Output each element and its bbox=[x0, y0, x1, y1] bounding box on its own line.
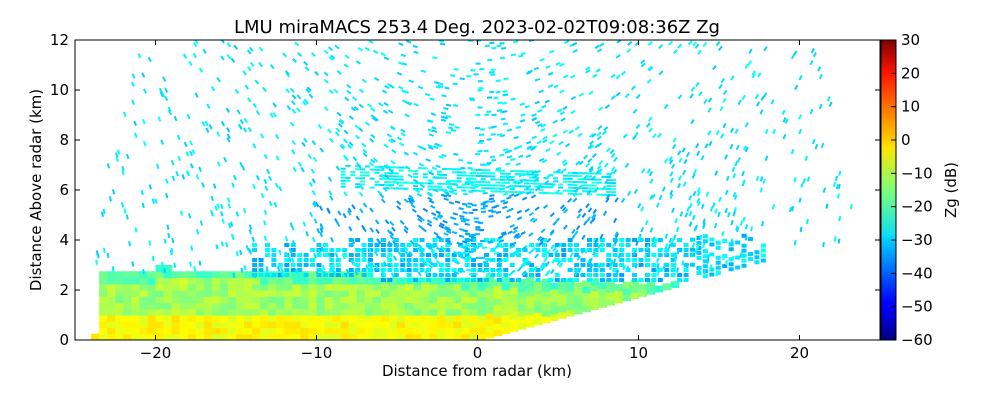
y-tick-label: 2 bbox=[59, 281, 69, 299]
colorbar-tick-label: −10 bbox=[901, 164, 933, 182]
colorbar-tick-label: −50 bbox=[901, 298, 933, 316]
colorbar-tick-label: 20 bbox=[901, 64, 920, 82]
colorbar-tick-label: 30 bbox=[901, 31, 920, 49]
x-axis: −20 −10 0 10 20 bbox=[140, 40, 809, 362]
y-tick-label: 0 bbox=[59, 331, 69, 349]
mid-cloud-cells bbox=[252, 233, 766, 282]
y-tick-label: 4 bbox=[59, 231, 69, 249]
colorbar-tick-label: −30 bbox=[901, 231, 933, 249]
colorbar bbox=[880, 39, 897, 341]
colorbar-tick-label: 0 bbox=[901, 131, 911, 149]
y-tick-label: 12 bbox=[50, 31, 69, 49]
colorbar-ticks: 30 20 10 0 −10 −20 −30 −40 −50 −60 bbox=[891, 31, 933, 349]
colorbar-tick-label: −40 bbox=[901, 264, 933, 282]
y-tick-label: 8 bbox=[59, 131, 69, 149]
colorbar-tick-label: 10 bbox=[901, 98, 920, 116]
x-tick-label: 20 bbox=[790, 344, 809, 362]
colorbar-label: Zg (dB) bbox=[942, 162, 960, 218]
y-axis-label: Distance Above radar (km) bbox=[27, 89, 45, 291]
colorbar-tick-label: −20 bbox=[901, 198, 933, 216]
y-tick-label: 10 bbox=[50, 81, 69, 99]
x-tick-label: 10 bbox=[629, 344, 648, 362]
x-tick-label: −20 bbox=[140, 344, 172, 362]
noise-speckle bbox=[95, 40, 853, 279]
chart-title: LMU miraMACS 253.4 Deg. 2023-02-02T09:08… bbox=[234, 17, 720, 38]
x-axis-label: Distance from radar (km) bbox=[382, 362, 572, 380]
colorbar-tick-label: −60 bbox=[901, 331, 933, 349]
upper-cloud-cells bbox=[340, 164, 617, 197]
x-tick-label: −10 bbox=[301, 344, 333, 362]
low-cloud-cells bbox=[91, 265, 680, 340]
y-tick-label: 6 bbox=[59, 181, 69, 199]
x-tick-label: 0 bbox=[473, 344, 483, 362]
radar-reflectivity-field bbox=[91, 40, 853, 340]
y-axis: 0 2 4 6 8 10 12 bbox=[50, 31, 880, 349]
